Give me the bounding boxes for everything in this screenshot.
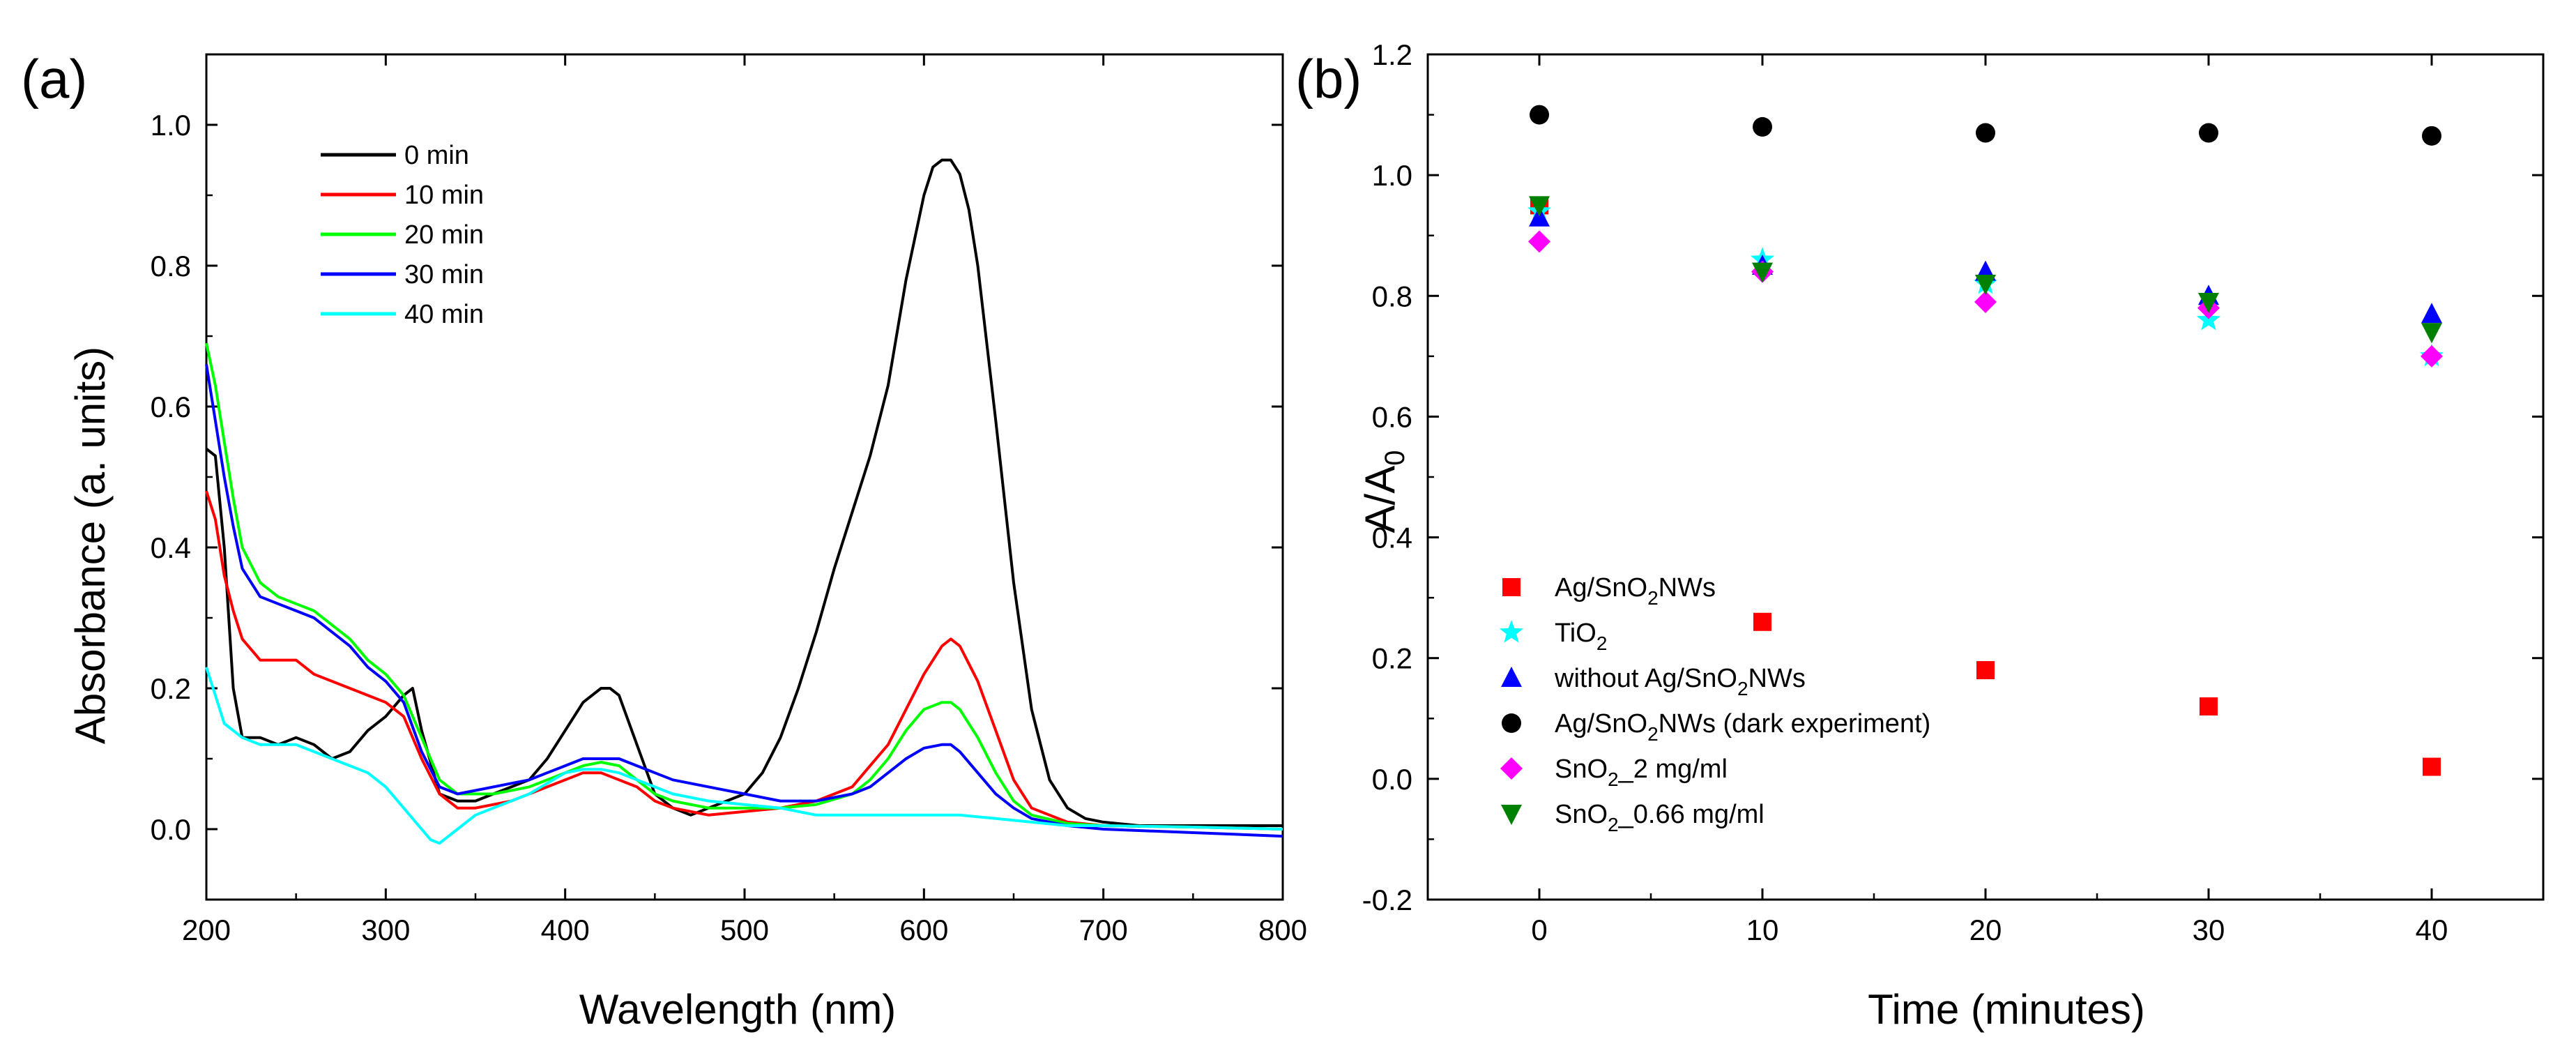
legend-label-40-min: 40 min (404, 300, 484, 329)
data-point-ag-sno2nws-dark-experiment- (1753, 116, 1772, 137)
legend-label-30-min: 30 min (404, 260, 484, 289)
legend-label-10-min: 10 min (404, 181, 484, 210)
panel-b-y-tick-label: 0.4 (1372, 522, 1412, 554)
legend-label-subscript: 2 (1647, 723, 1659, 745)
panel-b-x-tick-label: 30 (2193, 914, 2225, 946)
panel-a-x-tick-label: 600 (899, 914, 948, 946)
panel-a-y-tick-label: 0.6 (151, 391, 191, 423)
legend-label-text-rest: NWs (1659, 573, 1716, 603)
data-point-sno2-0-66-mg-ml (1975, 274, 1996, 295)
legend-label-subscript: 2 (1608, 768, 1619, 790)
data-point-ag-sno2nws (1976, 661, 1995, 680)
data-point-without-ag-sno2nws (2421, 303, 2442, 324)
legend-label-sno2-2-mg-ml: SnO2_2 mg/ml (1555, 755, 1728, 790)
legend-label-text: SnO (1555, 755, 1608, 784)
legend-label-20-min: 20 min (404, 220, 484, 250)
series-line-20-min (205, 342, 1283, 831)
panel-a-plot-area: 200 300 400 500 600 700 800 0.0 0.2 0.4 0.6 0.8 1.0 0… (151, 53, 1307, 946)
data-point-sno2-2-mg-ml (1974, 290, 1997, 313)
panel-a-x-tick-label: 200 (182, 914, 231, 946)
data-point-sno2-0-66-mg-ml (2198, 292, 2219, 313)
data-point-sno2-0-66-mg-ml (2421, 323, 2442, 344)
legend-label-ag-sno2nws: Ag/SnO2NWs (1555, 573, 1716, 609)
data-point-ag-sno2nws (1753, 612, 1771, 631)
legend-marker-tio2 (1499, 620, 1524, 643)
panel-b-y-tick-label: 0.2 (1372, 642, 1412, 675)
panel-b-x-axis-title: Time (minutes) (1868, 986, 2145, 1033)
panel-b-plot-area: 0 10 20 30 40-0.20.00.20.40.60.81.01.2Ag/SnO… (1362, 38, 2545, 946)
panel-a-x-tick-label: 500 (720, 914, 769, 946)
panel-b-x-tick-label: 10 (1746, 914, 1779, 946)
panel-b-y-tick-label: 1.2 (1372, 38, 1412, 71)
panel-b-y-tick-label: 0.6 (1372, 400, 1412, 433)
panel-b-y-tick-label: 1.0 (1372, 159, 1412, 192)
panel-a-x-axis-title: Wavelength (nm) (579, 986, 897, 1033)
legend-label-text-rest: NWs (1748, 664, 1806, 693)
data-point-ag-sno2nws (2200, 697, 2218, 715)
data-point-ag-sno2nws-dark-experiment- (2422, 126, 2441, 146)
series-line-10-min (205, 490, 1283, 831)
legend-label-subscript: 2 (1647, 587, 1659, 609)
legend-label-text: Ag/SnO (1555, 573, 1647, 603)
data-point-ag-sno2nws-dark-experiment- (2199, 123, 2218, 143)
panel-a-absorbance-chart: (a) 200 300 400 500 600 700 800 0.0 0.2 0.4 0.6 0.8… (21, 48, 1307, 1033)
panel-a-y-tick-label: 0.0 (151, 813, 191, 846)
panel-a-y-tick-label: 0.4 (151, 531, 191, 564)
legend-label-subscript: 2 (1596, 632, 1608, 654)
data-point-sno2-0-66-mg-ml (1752, 262, 1773, 283)
legend-label-ag-sno2nws-dark-experiment-: Ag/SnO2NWs (dark experiment) (1555, 709, 1930, 745)
legend-marker-ag-sno2nws (1502, 578, 1521, 596)
legend-label-text-rest: _2 mg/ml (1618, 755, 1728, 784)
panel-a-y-tick-label: 1.0 (151, 109, 191, 142)
panel-b-x-tick-label: 0 (1531, 914, 1547, 946)
data-point-sno2-2-mg-ml (1528, 230, 1550, 253)
panel-b-x-tick-label: 20 (1969, 914, 2002, 946)
legend-marker-without-ag-sno2nws (1501, 667, 1522, 687)
data-point-ag-sno2nws (2423, 757, 2441, 776)
legend-label-text: without Ag/SnO (1554, 664, 1737, 693)
panel-b-x-tick-label: 40 (2416, 914, 2448, 946)
panel-b-normalized-absorbance-chart: (b) 0 10 20 30 40-0.20.00.20.40.60.81.01.2Ag… (1295, 38, 2545, 1033)
series-line-30-min (205, 364, 1283, 838)
legend-marker-ag-sno2nws-dark-experiment- (1502, 713, 1521, 733)
legend-label-text: TiO (1555, 619, 1596, 648)
data-point-ag-sno2nws-dark-experiment- (1976, 123, 1995, 143)
panel-b-y-tick-label: 0.0 (1372, 763, 1412, 796)
panel-a-y-tick-label: 0.8 (151, 250, 191, 282)
legend-label-subscript: 2 (1608, 814, 1619, 835)
data-point-sno2-0-66-mg-ml (1529, 196, 1550, 217)
panel-a-x-tick-label: 700 (1079, 914, 1128, 946)
legend-label-0-min: 0 min (404, 141, 469, 170)
panel-a-x-tick-label: 400 (541, 914, 590, 946)
legend-label-sno2-0-66-mg-ml: SnO2_0.66 mg/ml (1555, 800, 1765, 835)
legend-label-subscript: 2 (1737, 678, 1748, 699)
data-point-sno2-2-mg-ml (2421, 344, 2443, 368)
series-line-40-min (205, 667, 1283, 845)
panel-b-y-axis-title: A/A0 (1357, 450, 1410, 533)
legend-label-text-rest: NWs (dark experiment) (1659, 709, 1931, 738)
legend-label-text: SnO (1555, 800, 1608, 829)
panel-b-y-tick-label: 0.8 (1372, 280, 1412, 312)
legend-marker-sno2-2-mg-ml (1500, 757, 1523, 780)
data-point-ag-sno2nws-dark-experiment- (1530, 105, 1549, 125)
panel-a-x-tick-label: 800 (1258, 914, 1307, 946)
panel-a-label: (a) (21, 48, 87, 109)
legend-marker-sno2-0-66-mg-ml (1501, 805, 1522, 825)
panel-b-y-axis-title-main: A/A (1357, 466, 1403, 533)
panel-b-y-tick-label: -0.2 (1362, 884, 1412, 916)
panel-a-y-axis-title: Absorbance (a. units) (67, 347, 114, 744)
panel-a-y-tick-label: 0.2 (151, 672, 191, 705)
legend-label-without-ag-sno2nws: without Ag/SnO2NWs (1554, 664, 1806, 699)
legend-label-tio2: TiO2 (1555, 619, 1607, 654)
series-line-0-min (205, 158, 1283, 827)
panel-b-y-axis-title-subscript: 0 (1380, 450, 1410, 466)
panel-a-x-tick-label: 300 (361, 914, 410, 946)
legend-label-text: Ag/SnO (1555, 709, 1647, 738)
panel-b-label: (b) (1295, 48, 1362, 109)
legend-label-text-rest: _0.66 mg/ml (1618, 800, 1765, 829)
